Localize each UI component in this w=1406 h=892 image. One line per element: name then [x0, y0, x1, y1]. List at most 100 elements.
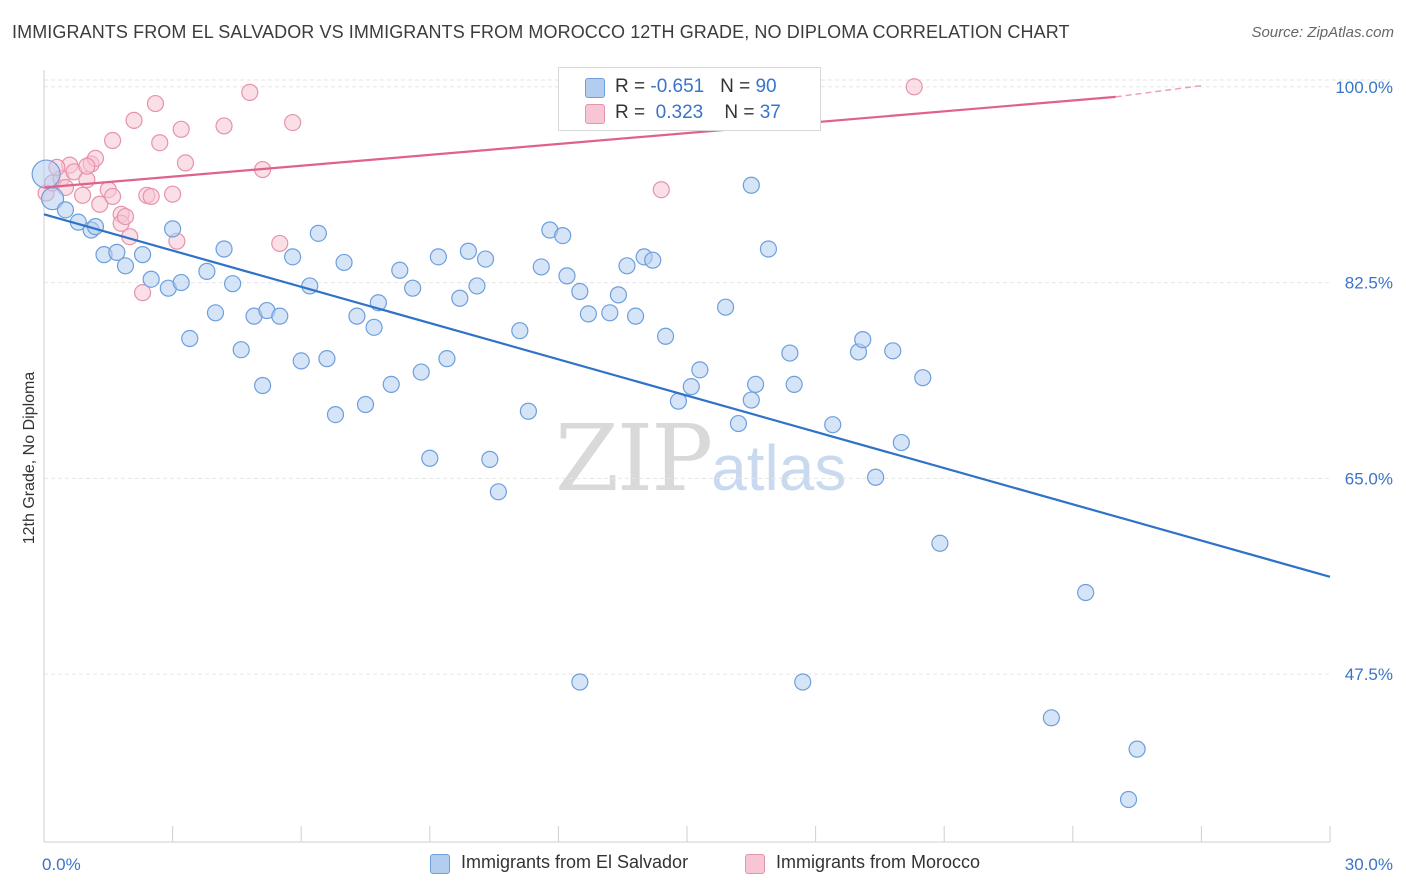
point-morocco	[151, 134, 169, 152]
point-el-salvador	[438, 350, 456, 368]
point-el-salvador	[476, 250, 495, 268]
point-el-salvador	[532, 258, 550, 276]
point-el-salvador	[309, 224, 327, 242]
y-tick-label: 100.0%	[1335, 78, 1393, 97]
point-el-salvador	[867, 468, 885, 486]
point-el-salvador	[511, 322, 529, 340]
point-el-salvador	[284, 248, 302, 266]
legend-text-morocco: R = 0.323 N = 37	[615, 102, 781, 123]
n-value-morocco: 37	[759, 102, 781, 123]
point-el-salvador	[519, 402, 537, 420]
legend-text-el-salvador: R = -0.651 N = 90	[615, 76, 777, 97]
point-el-salvador	[215, 240, 233, 258]
point-el-salvador	[558, 267, 576, 285]
watermark-atlas: atlas	[711, 432, 847, 504]
y-tick-label: 82.5%	[1345, 274, 1393, 293]
point-el-salvador	[429, 248, 447, 266]
point-el-salvador	[108, 243, 126, 261]
point-el-salvador	[626, 307, 645, 325]
r-value-morocco: 0.323	[655, 102, 704, 123]
point-morocco	[103, 187, 122, 206]
point-morocco	[241, 83, 259, 101]
legend-swatch-morocco	[585, 104, 605, 124]
point-morocco	[164, 185, 182, 203]
point-el-salvador	[618, 257, 636, 275]
point-el-salvador	[365, 318, 383, 336]
point-el-salvador	[729, 414, 748, 433]
point-el-salvador	[824, 416, 842, 434]
point-el-salvador	[404, 279, 422, 297]
point-morocco	[146, 94, 165, 113]
point-el-salvador	[656, 327, 675, 345]
point-el-salvador	[116, 257, 135, 275]
point-el-salvador	[785, 375, 803, 393]
point-el-salvador	[412, 363, 430, 381]
grid-layer	[44, 79, 1390, 675]
bottom-legend-swatch-el-salvador	[430, 854, 450, 874]
point-morocco	[271, 234, 289, 253]
point-el-salvador	[206, 304, 225, 322]
watermark-zip: ZIP	[555, 405, 713, 512]
point-morocco	[652, 181, 670, 199]
point-el-salvador	[326, 406, 345, 424]
point-morocco	[284, 113, 302, 132]
point-el-salvador	[489, 483, 507, 501]
point-el-salvador	[854, 331, 872, 349]
point-morocco	[78, 157, 96, 175]
point-el-salvador	[1077, 583, 1095, 602]
zipatlas-watermark: ZIPatlas	[555, 405, 846, 512]
point-el-salvador	[31, 159, 61, 189]
point-el-salvador	[571, 673, 589, 691]
bottom-legend-label-morocco: Immigrants from Morocco	[776, 852, 981, 872]
x-tick-label-left: 0.0%	[42, 855, 81, 874]
point-el-salvador	[609, 286, 628, 304]
point-el-salvador	[356, 395, 375, 414]
point-el-salvador	[292, 352, 310, 370]
tick-label-layer: 47.5% 65.0% 82.5% 100.0% 0.0% 30.0%	[42, 78, 1393, 874]
point-el-salvador	[318, 350, 336, 368]
point-el-salvador	[254, 376, 272, 395]
point-el-salvador	[601, 304, 619, 322]
y-tick-label: 47.5%	[1345, 665, 1393, 684]
source-credit: Source: ZipAtlas.com	[1251, 24, 1394, 41]
trend-layer	[43, 84, 1331, 578]
point-el-salvador	[759, 240, 778, 258]
point-morocco	[905, 78, 923, 96]
point-el-salvador	[1128, 740, 1146, 758]
r-value-el-salvador: -0.651	[650, 76, 705, 97]
point-morocco	[176, 154, 195, 172]
point-el-salvador	[451, 289, 469, 307]
point-el-salvador	[198, 262, 216, 280]
point-el-salvador	[746, 375, 765, 393]
point-el-salvador	[142, 270, 160, 288]
trendline-morocco	[43, 95, 1116, 189]
point-morocco	[73, 186, 92, 204]
trendline-morocco-extension	[1115, 84, 1202, 98]
point-morocco	[142, 187, 160, 206]
point-el-salvador	[716, 298, 735, 316]
n-value-el-salvador: 90	[755, 76, 777, 97]
y-tick-label: 65.0%	[1345, 469, 1393, 488]
chart-title: IMMIGRANTS FROM EL SALVADOR VS IMMIGRANT…	[12, 22, 1070, 42]
point-el-salvador	[914, 369, 932, 387]
x-tick-label-right: 30.0%	[1345, 855, 1393, 874]
point-el-salvador	[164, 220, 182, 238]
point-morocco	[116, 207, 135, 226]
y-axis-label: 12th Grade, No Diploma	[21, 371, 38, 545]
point-el-salvador	[781, 344, 799, 362]
point-el-salvador	[691, 361, 709, 379]
point-el-salvador	[892, 433, 910, 452]
point-el-salvador	[579, 305, 598, 323]
point-el-salvador	[56, 201, 75, 219]
point-morocco	[215, 117, 233, 135]
point-el-salvador	[172, 273, 190, 292]
point-morocco	[133, 284, 152, 302]
point-el-salvador	[742, 176, 760, 194]
point-el-salvador	[931, 534, 949, 552]
point-el-salvador	[382, 375, 400, 393]
trendline-el-salvador	[43, 213, 1331, 578]
point-el-salvador	[571, 282, 589, 301]
point-el-salvador	[481, 450, 499, 468]
legend-swatch-el-salvador	[585, 78, 605, 98]
